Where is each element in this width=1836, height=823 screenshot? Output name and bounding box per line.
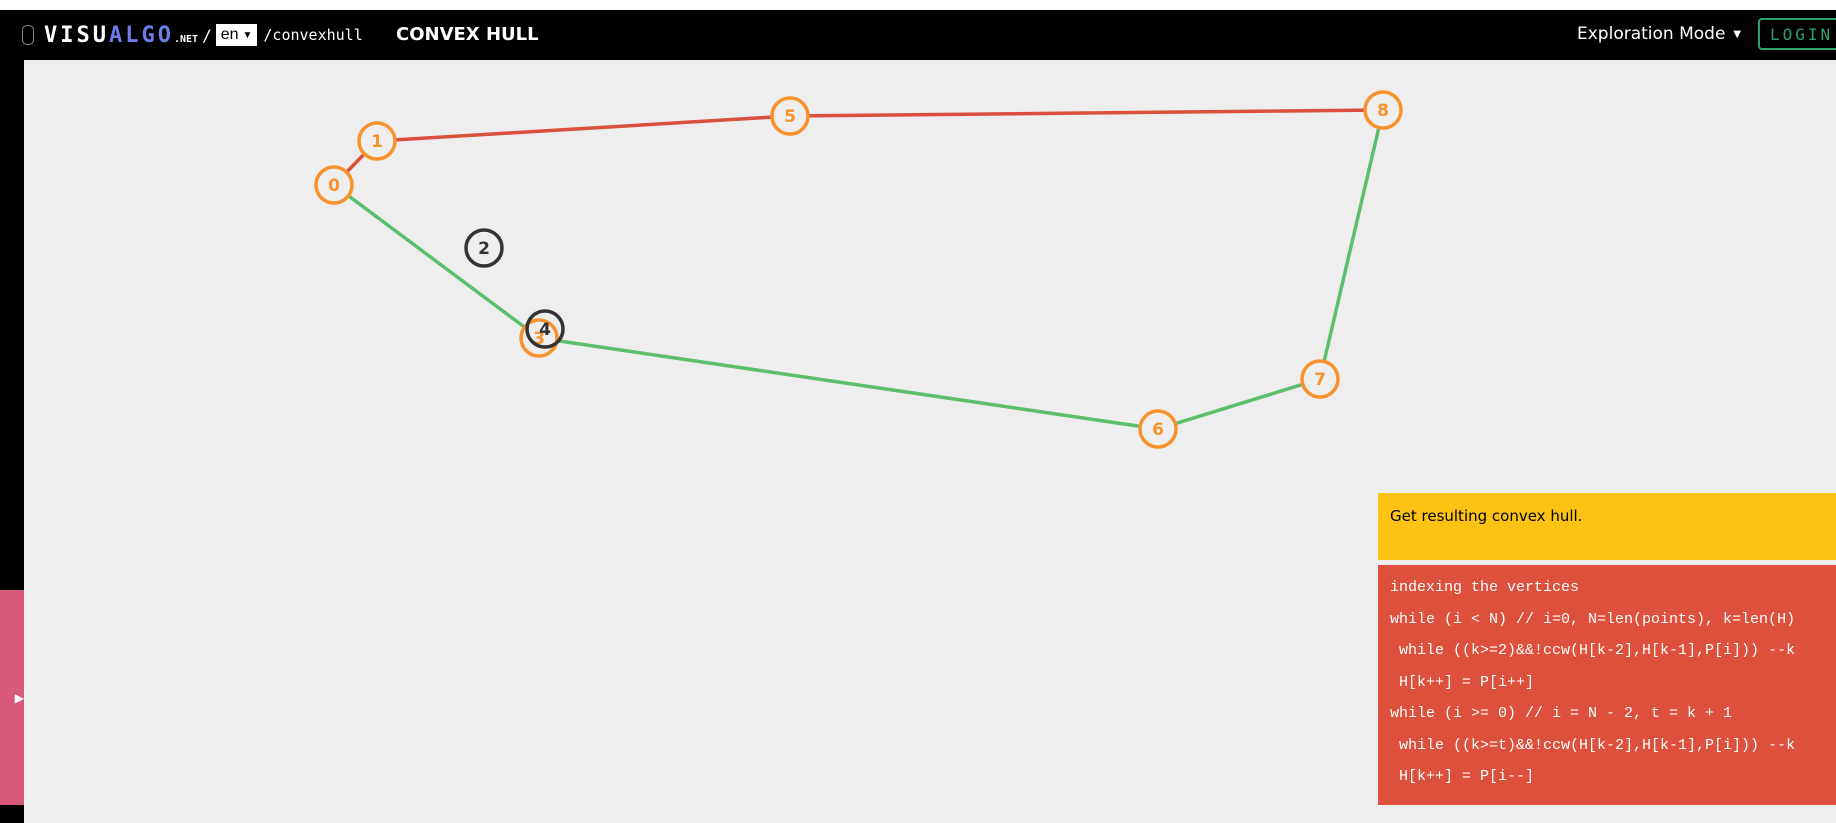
vertex-circle: [1300, 359, 1340, 399]
chevron-down-icon: ▼: [1733, 28, 1742, 40]
code-line: indexing the vertices: [1390, 579, 1580, 596]
code-line: while ((k>=t)&&!ccw(H[k-2],H[k-1],P[i]))…: [1390, 736, 1796, 754]
vertex-label: 0: [328, 176, 340, 196]
status-text: Get resulting convex hull.: [1390, 507, 1583, 525]
hull-edge-upper-5-8: [789, 108, 1384, 118]
pseudocode-panel: indexing the vertices while (i < N) // i…: [1378, 565, 1836, 805]
vertex-circle: [357, 121, 397, 161]
code-line: H[k++] = P[i--]: [1390, 768, 1535, 785]
vertex-circle: [525, 309, 565, 349]
vertex-circle: [1138, 409, 1178, 449]
vertex-label: 7: [1314, 370, 1326, 390]
vertex-label: 1: [371, 132, 383, 152]
chevron-right-icon: ▶: [14, 690, 24, 705]
paperclip-icon[interactable]: [22, 25, 34, 45]
mode-dropdown[interactable]: Exploration Mode ▼: [1577, 24, 1742, 44]
hull-edge-lower-0-3: [332, 183, 541, 340]
code-line: while (i >= 0) // i = N - 2, t = k + 1: [1390, 705, 1733, 722]
code-line: H[k++] = P[i++]: [1390, 673, 1535, 691]
hull-edge-lower-7-8: [1318, 109, 1385, 380]
top-navigation-bar: VISUALGO.NET / en ▼ /convexhull CONVEX HU…: [0, 10, 1836, 60]
chevron-down-icon: ▼: [242, 29, 253, 41]
vertex-label: 2: [478, 239, 490, 259]
page-path[interactable]: /convexhull: [263, 26, 363, 44]
vertex-circle: [1363, 90, 1403, 130]
vertex-1[interactable]: 1: [357, 121, 397, 161]
vertex-8[interactable]: 8: [1363, 90, 1403, 130]
logo-group: VISUALGO.NET / en ▼ /convexhull: [22, 22, 363, 48]
vertex-4[interactable]: 4: [525, 309, 565, 349]
vertex-label: 8: [1377, 101, 1389, 121]
vertex-0[interactable]: 0: [314, 165, 354, 205]
hull-edge-lower-3-6: [538, 336, 1159, 431]
vertex-2[interactable]: 2: [464, 228, 504, 268]
code-line: while (i < N) // i=0, N=len(points), k=l…: [1390, 610, 1796, 628]
vertex-5[interactable]: 5: [770, 96, 810, 136]
path-separator: /: [202, 25, 212, 45]
hull-edge-upper-1-5: [376, 114, 791, 143]
login-button[interactable]: LOGIN: [1758, 18, 1836, 50]
vertex-label: 3: [533, 329, 545, 349]
vertex-label: 6: [1152, 420, 1164, 440]
language-select[interactable]: en ▼: [215, 24, 258, 46]
vertex-label: 4: [539, 320, 551, 340]
vertex-circle: [464, 228, 504, 268]
vertex-6[interactable]: 6: [1138, 409, 1178, 449]
vertex-circle: [770, 96, 810, 136]
side-panel-toggle[interactable]: ▶: [0, 590, 24, 805]
hull-edge-lower-6-7: [1157, 377, 1321, 431]
convex-hull-graph: 0 1 3 5 6 7 8 2 4: [314, 90, 1403, 449]
vertex-circle: [314, 165, 354, 205]
vertex-label: 5: [784, 107, 796, 127]
code-line: while ((k>=2)&&!ccw(H[k-2],H[k-1],P[i]))…: [1390, 642, 1796, 659]
status-panel: Get resulting convex hull.: [1378, 493, 1836, 560]
vertex-7[interactable]: 7: [1300, 359, 1340, 399]
visualgo-logo[interactable]: VISUALGO.NET: [44, 22, 199, 48]
page-title: CONVEX HULL: [396, 24, 539, 45]
